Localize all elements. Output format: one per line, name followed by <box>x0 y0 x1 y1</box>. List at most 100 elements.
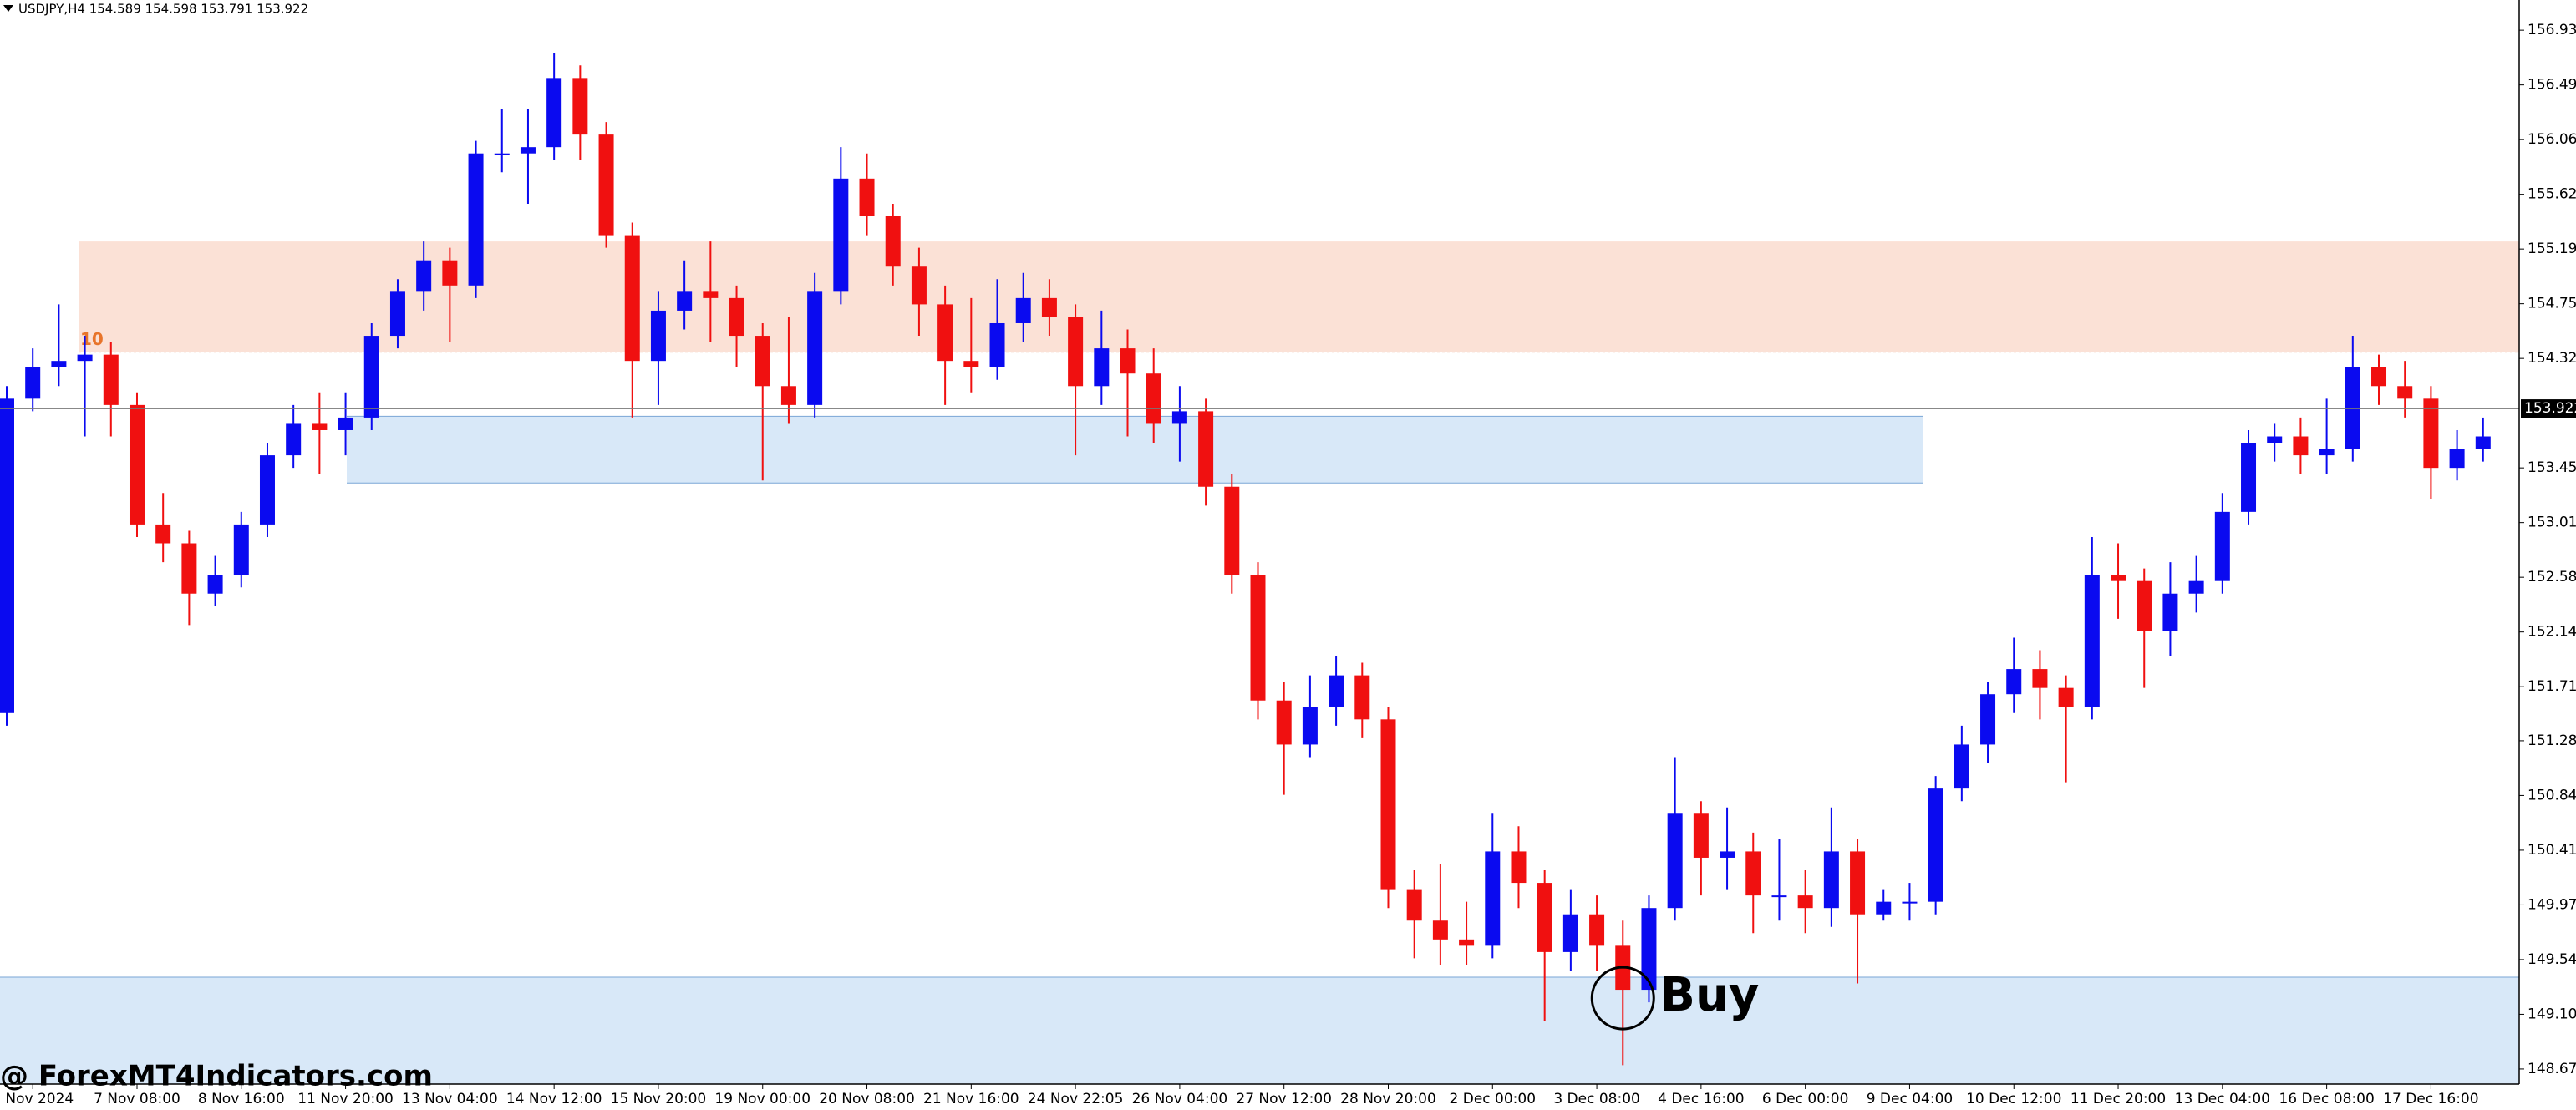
candle-body <box>2111 575 2126 581</box>
x-tick-label: 16 Dec 08:00 <box>2279 1091 2374 1107</box>
y-tick-label: 150.410 <box>2528 842 2576 859</box>
current-price-label: 153.922 <box>2524 400 2576 417</box>
zone <box>0 977 2519 1084</box>
candle-body <box>442 260 458 286</box>
candle-body <box>1720 851 1735 858</box>
candle-body <box>25 367 41 399</box>
candle-body <box>1667 813 1683 909</box>
candle-body <box>650 310 666 362</box>
candle-body <box>833 178 849 292</box>
y-tick-label: 154.755 <box>2528 296 2576 312</box>
candle-body <box>389 291 405 337</box>
menu-triangle[interactable] <box>3 5 13 12</box>
candle-body <box>1094 348 1110 387</box>
candle-body <box>729 297 744 337</box>
candle-body <box>1276 700 1292 745</box>
candle-body <box>259 455 275 525</box>
candle-body <box>1068 317 1084 387</box>
watermark: @ ForexMT4Indicators.com <box>0 1060 433 1093</box>
y-tick-label: 153.015 <box>2528 514 2576 531</box>
candle-body <box>1432 920 1448 940</box>
candle-body <box>1511 851 1527 884</box>
y-tick-label: 151.280 <box>2528 732 2576 749</box>
x-tick-label: 24 Nov 22:05 <box>1028 1091 1124 1107</box>
candle-body <box>1954 744 1969 789</box>
x-tick-label: 2 Dec 00:00 <box>1450 1091 1537 1107</box>
candle-body <box>2475 436 2491 449</box>
candle-body <box>1537 883 1552 952</box>
candle-body <box>1329 675 1344 707</box>
candle-body <box>677 291 693 311</box>
candle-body <box>312 423 328 430</box>
x-tick-label: 14 Nov 12:00 <box>506 1091 602 1107</box>
y-tick-label: 150.845 <box>2528 787 2576 803</box>
candle-body <box>1850 851 1866 915</box>
candle-body <box>1745 851 1761 896</box>
axes: 156.930 156.495 156.060 155.625 155.190 154.7… <box>0 22 2576 1107</box>
candle-body <box>1250 575 1266 701</box>
x-tick-label: 11 Nov 20:00 <box>297 1091 394 1107</box>
candle-body <box>807 291 823 405</box>
candle-body <box>1797 895 1813 909</box>
candle-body <box>2423 398 2439 469</box>
overlay: 153.922 Buy <box>0 399 2576 1031</box>
candle-body <box>51 361 67 367</box>
x-tick-label: 13 Nov 04:00 <box>402 1091 498 1107</box>
x-tick-label: 6 Dec 00:00 <box>1762 1091 1849 1107</box>
candle-body <box>416 260 432 292</box>
x-tick-label: 10 Dec 12:00 <box>1966 1091 2061 1107</box>
candle-body <box>1928 788 1943 902</box>
candle-body <box>546 78 562 148</box>
candle-body <box>885 215 901 267</box>
y-tick-label: 156.495 <box>2528 77 2576 94</box>
candle-body <box>780 386 796 405</box>
x-tick-label: 28 Nov 20:00 <box>1340 1091 1436 1107</box>
candle-body <box>1876 901 1892 915</box>
candle-body <box>703 291 719 298</box>
candle-body <box>963 361 979 367</box>
candle-body <box>2137 580 2152 631</box>
y-tick-label: 156.930 <box>2528 22 2576 38</box>
candle-body <box>859 178 875 216</box>
y-tick-label: 153.450 <box>2528 459 2576 476</box>
x-tick-label: 4 Dec 16:00 <box>1658 1091 1745 1107</box>
candle-body <box>520 147 536 154</box>
candle-body <box>181 543 197 594</box>
candle-body <box>1562 914 1578 952</box>
candle-body <box>103 354 119 405</box>
y-tick-label: 152.145 <box>2528 624 2576 641</box>
candle-body <box>2188 580 2204 594</box>
x-tick-label: 13 Dec 04:00 <box>2175 1091 2270 1107</box>
candle-body <box>1485 851 1501 946</box>
y-tick-label: 149.975 <box>2528 896 2576 913</box>
candle-body <box>1641 908 1657 991</box>
candle-body <box>338 417 353 430</box>
candle-body <box>1224 486 1240 575</box>
y-tick-label: 149.105 <box>2528 1006 2576 1022</box>
candle-body <box>2293 436 2309 456</box>
candle-body <box>2449 449 2465 469</box>
candle-body <box>207 575 223 594</box>
x-tick-label: 21 Nov 16:00 <box>923 1091 1019 1107</box>
candle-body <box>0 398 14 713</box>
candle-body <box>1120 348 1136 374</box>
x-tick-label: 9 Dec 04:00 <box>1867 1091 1954 1107</box>
candle-body <box>2058 687 2074 707</box>
zone <box>347 416 1923 484</box>
candle-body <box>2006 669 2022 695</box>
candles <box>0 53 2491 1066</box>
candle-body <box>286 423 302 456</box>
candle-body <box>2032 669 2048 688</box>
x-tick-label: 17 Dec 16:00 <box>2383 1091 2478 1107</box>
x-tick-label: 7 Nov 08:00 <box>94 1091 180 1107</box>
candle-body <box>494 153 510 155</box>
candle-body <box>2162 593 2178 631</box>
candle-body <box>1171 411 1187 424</box>
x-tick-label: 5 Nov 2024 <box>0 1091 74 1107</box>
candle-body <box>1980 694 1996 745</box>
y-tick-label: 151.710 <box>2528 678 2576 695</box>
x-tick-label: 27 Nov 12:00 <box>1236 1091 1332 1107</box>
candle-body <box>1823 851 1839 909</box>
candle-body <box>755 336 770 387</box>
